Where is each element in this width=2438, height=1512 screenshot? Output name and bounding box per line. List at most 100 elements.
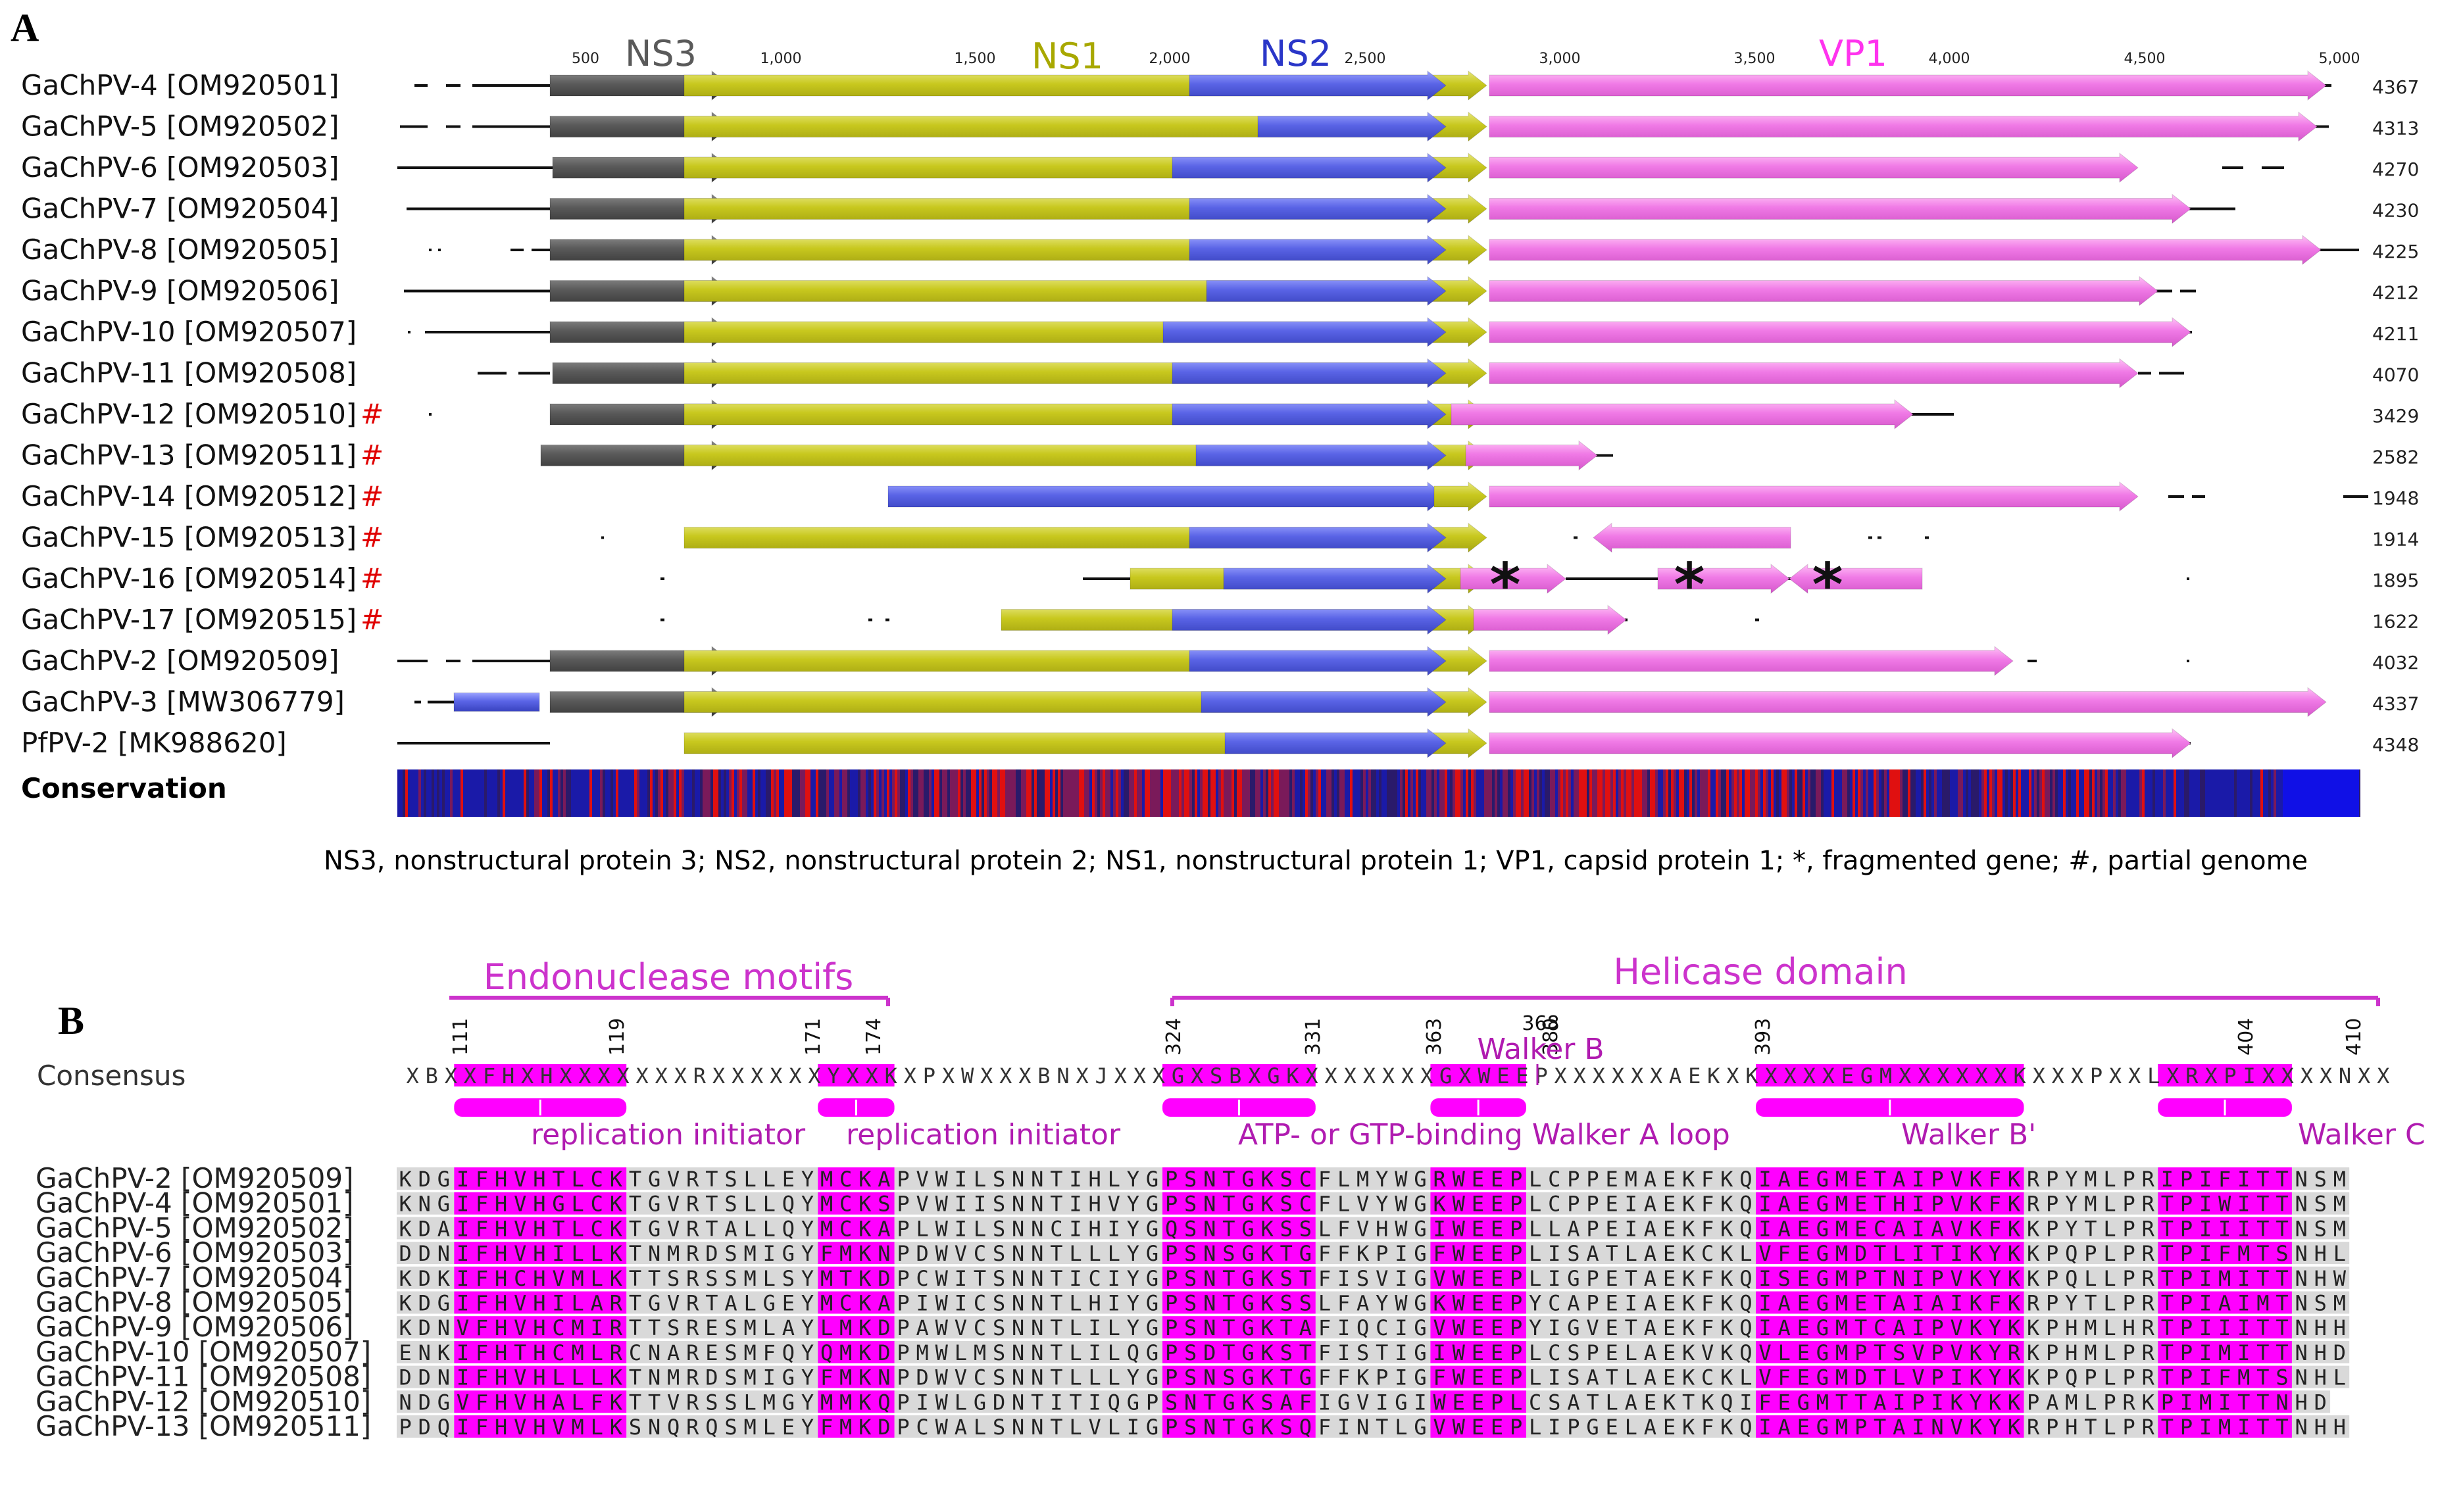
alignment-row: GaChPV-9 [OM920506] KDNVFHVHCMIRTTSRESMLA… [36, 1311, 2350, 1343]
conservation-cell [2268, 769, 2271, 817]
conservation-cell [1608, 769, 1610, 817]
conservation-cell [1350, 769, 1353, 817]
conservation-cell [1787, 769, 1789, 817]
ruler-tick-label: 2,500 [1345, 51, 1386, 67]
fragmented-gene-marker: * [1674, 550, 1704, 620]
consensus-motif-highlight [454, 1064, 627, 1086]
alignment-motif-highlight [2158, 1242, 2292, 1265]
alignment-motif-highlight [818, 1316, 895, 1339]
conservation-cell [1092, 769, 1095, 817]
conservation-cell [1966, 769, 1968, 817]
conservation-cell [1531, 769, 1534, 817]
conservation-cell [1537, 769, 1539, 817]
conservation-cell [1242, 769, 1245, 817]
alignment-row: GaChPV-12 [OM920510] NDGVFHVHALFKTTVRSSLM… [36, 1385, 2331, 1417]
conservation-cell [1776, 769, 1779, 817]
genome-rows: GaChPV-4 [OM920501] 4367 GaChPV-5 [OM92050… [21, 69, 2419, 759]
ruler-tick-label: 1,000 [760, 51, 802, 67]
conservation-cell [405, 769, 408, 817]
conservation-cell [2152, 769, 2155, 817]
conservation-cell [1971, 769, 1974, 817]
conservation-cell [816, 769, 818, 817]
alignment-shade [2024, 1415, 2158, 1438]
alignment-motif-highlight [1430, 1242, 1526, 1265]
alignment-row: GaChPV-10 [OM920507] ENKIFHTHCMLRCNARESMF… [36, 1336, 2350, 1368]
conservation-cell [450, 769, 453, 817]
motif-label-replication-initiator-1: replication initiator [531, 1118, 806, 1152]
conservation-cell [1663, 769, 1666, 817]
conservation-cell [868, 769, 871, 817]
conservation-cell [566, 769, 568, 817]
consensus-sequence: XBXXFHXHXXXXXXXRXXXXXXYXXKXPXWXXXBNXJXXX… [407, 1063, 2390, 1088]
gene-label-ns3: NS3 [625, 33, 697, 74]
conservation-cell [837, 769, 839, 817]
conservation-cell [834, 769, 837, 817]
alignment-shade [626, 1167, 818, 1190]
alignment-shade [626, 1217, 818, 1240]
conservation-cell [1153, 769, 1155, 817]
conservation-cell [1258, 769, 1260, 817]
conservation-cell [753, 769, 755, 817]
conservation-cell [1924, 769, 1926, 817]
conservation-cell [1600, 769, 1603, 817]
partial-genome-mark: # [361, 604, 384, 636]
alignment-sequence-name: GaChPV-9 [OM920506] [36, 1311, 353, 1343]
conservation-cell [682, 769, 684, 817]
conservation-cell [1237, 769, 1239, 817]
alignment-sequence-text: NDGVFHVHALFKTTVRSSLMGYMMKQPIWLGDNTITIQGP… [399, 1390, 2326, 1415]
alignment-motif-highlight [1162, 1365, 1316, 1388]
conservation-cell [1066, 769, 1068, 817]
conservation-cell [610, 769, 613, 817]
conservation-cell [534, 769, 537, 817]
conservation-cell [1795, 769, 1797, 817]
conservation-cell [1279, 769, 1281, 817]
conservation-cell [1400, 769, 1403, 817]
gene-arrow-vp1 [1489, 481, 2139, 512]
conservation-cell [1892, 769, 1895, 817]
panel-a-label: A [11, 6, 39, 49]
alignment-motif-highlight [1162, 1291, 1316, 1314]
alignment-shade [2291, 1266, 2350, 1289]
conservation-cell [1671, 769, 1674, 817]
conservation-cell [1634, 769, 1637, 817]
alignment-shade [397, 1365, 455, 1388]
conservation-cell [1821, 769, 1824, 817]
alignment-sequence-name: GaChPV-5 [OM920502] [36, 1211, 353, 1244]
conservation-cell [1734, 769, 1737, 817]
conservation-cell [2118, 769, 2121, 817]
conservation-cell [1655, 769, 1658, 817]
conservation-cell [1560, 769, 1563, 817]
conservation-cell [982, 769, 984, 817]
alignment-shade [1526, 1291, 1756, 1314]
alignment-sequence-name: GaChPV-12 [OM920510] [36, 1385, 371, 1417]
genome-name: GaChPV-8 [OM920505] [21, 233, 339, 266]
conservation-cell [2234, 769, 2237, 817]
conservation-cell [1208, 769, 1210, 817]
conservation-cell [1363, 769, 1366, 817]
genome-name: GaChPV-13 [OM920511] [21, 439, 357, 472]
conservation-cell [1653, 769, 1655, 817]
conservation-cell [974, 769, 976, 817]
conservation-cell [1981, 769, 1984, 817]
alignment-shade [894, 1365, 1162, 1388]
alignment-motif-highlight [454, 1316, 627, 1339]
conservation-cell [1489, 769, 1492, 817]
conservation-cell [1250, 769, 1253, 817]
alignment-motif-highlight [2158, 1291, 2292, 1314]
conservation-cell [1905, 769, 1908, 817]
genome-row: GaChPV-4 [OM920501] 4367 [21, 69, 2419, 101]
gene-arrow-vp1 [1489, 687, 2327, 718]
conservation-cell [1845, 769, 1847, 817]
conservation-cell [892, 769, 895, 817]
alignment-motif-highlight [818, 1415, 895, 1438]
conservation-cell [1626, 769, 1629, 817]
conservation-cell [987, 769, 989, 817]
conservation-cell [705, 769, 708, 817]
motif-label-replication-initiator-2: replication initiator [846, 1118, 1121, 1152]
alignment-motif-highlight [1430, 1291, 1526, 1314]
conservation-cell [1637, 769, 1639, 817]
conservation-cell [1681, 769, 1684, 817]
conservation-cell [563, 769, 566, 817]
alignment-sequence-name: GaChPV-7 [OM920504] [36, 1261, 353, 1294]
conservation-cell [887, 769, 889, 817]
